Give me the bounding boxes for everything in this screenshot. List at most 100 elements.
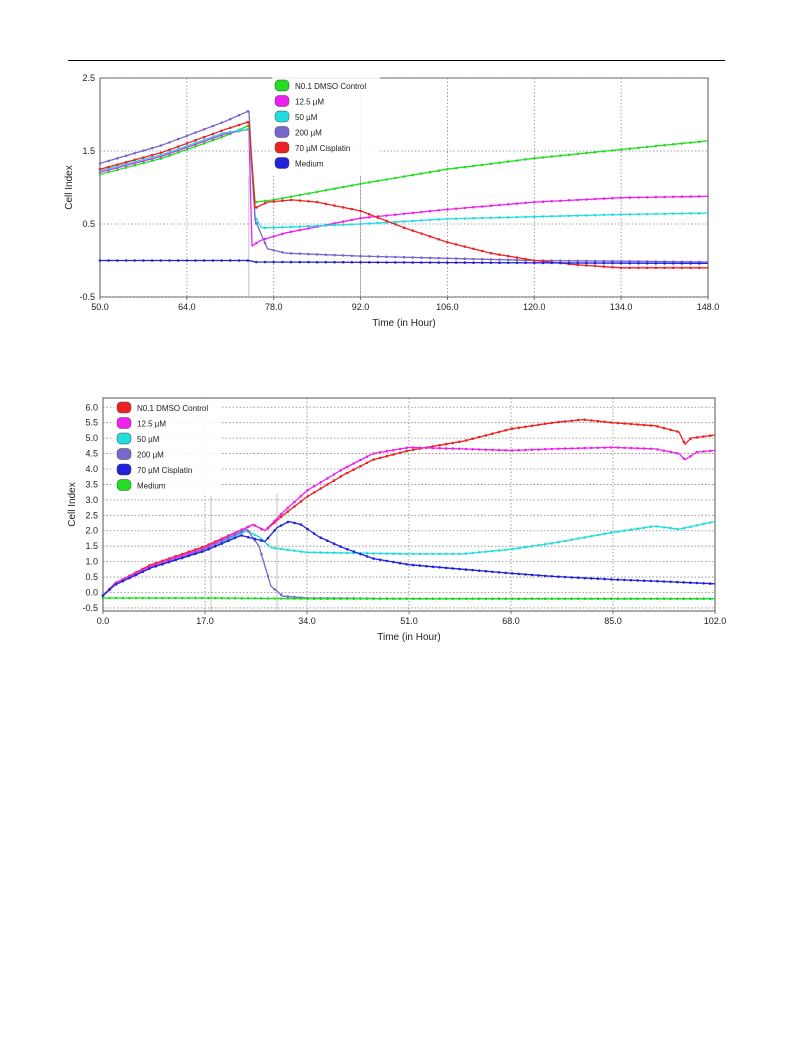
- x-tick-label: 34.0: [298, 616, 316, 626]
- data-point: [663, 262, 666, 265]
- data-point: [350, 254, 354, 258]
- data-point: [543, 542, 547, 546]
- data-point: [477, 551, 481, 554]
- data-point: [689, 266, 692, 270]
- data-point: [576, 263, 579, 267]
- data-point: [332, 551, 336, 555]
- data-point: [576, 418, 580, 422]
- data-point: [405, 446, 408, 450]
- data-point: [312, 485, 316, 488]
- data-point: [233, 596, 237, 600]
- data-point: [533, 261, 536, 265]
- data-point: [446, 261, 449, 264]
- data-point: [273, 529, 276, 532]
- data-point: [411, 563, 415, 567]
- data-point: [446, 217, 449, 221]
- data-point: [402, 255, 406, 259]
- x-tick-label: 64.0: [178, 302, 196, 312]
- data-point: [682, 457, 686, 460]
- data-point: [663, 143, 666, 147]
- data-point: [324, 189, 328, 192]
- data-point: [689, 581, 692, 584]
- data-point: [628, 213, 632, 216]
- data-point: [498, 203, 501, 207]
- data-point: [616, 421, 620, 425]
- data-point: [609, 578, 613, 581]
- data-point: [142, 149, 145, 152]
- data-point: [402, 175, 406, 178]
- data-point: [161, 596, 164, 600]
- data-point: [649, 525, 653, 528]
- data-point: [510, 572, 514, 575]
- data-point: [319, 481, 323, 484]
- y-tick-label: 3.5: [85, 479, 98, 489]
- data-point: [133, 164, 136, 167]
- data-point: [428, 170, 432, 174]
- data-point: [654, 212, 658, 216]
- data-point: [680, 262, 684, 265]
- data-point: [451, 447, 455, 450]
- data-point: [213, 596, 217, 600]
- data-point: [680, 142, 684, 145]
- data-point: [385, 178, 388, 181]
- data-point: [515, 258, 519, 262]
- data-point: [689, 525, 692, 529]
- data-point: [593, 213, 597, 217]
- data-point: [583, 576, 587, 580]
- legend-label: 50 µM: [295, 113, 318, 122]
- data-point: [133, 158, 136, 162]
- data-point: [654, 260, 658, 263]
- data-point: [385, 559, 389, 563]
- data-point: [524, 261, 527, 265]
- data-point: [333, 222, 336, 225]
- data-point: [306, 527, 309, 531]
- x-tick-label: 148.0: [697, 302, 720, 312]
- data-point: [654, 195, 658, 199]
- data-point: [200, 596, 204, 600]
- data-point: [339, 597, 342, 600]
- y-tick-label: 0.5: [82, 219, 95, 229]
- data-point: [411, 597, 415, 600]
- data-point: [611, 213, 614, 216]
- data-point: [616, 530, 620, 533]
- data-point: [372, 557, 375, 560]
- data-point: [392, 453, 395, 456]
- data-point: [543, 447, 547, 451]
- data-point: [682, 581, 686, 584]
- data-point: [517, 546, 521, 550]
- data-point: [585, 264, 588, 267]
- data-point: [585, 214, 588, 217]
- data-point: [472, 164, 475, 168]
- data-point: [559, 214, 562, 218]
- data-point: [411, 261, 415, 264]
- data-point: [246, 124, 249, 128]
- y-tick-label: 6.0: [85, 402, 98, 412]
- data-point: [603, 597, 606, 600]
- data-point: [142, 156, 145, 159]
- data-point: [669, 526, 672, 530]
- data-point: [497, 597, 501, 600]
- x-tick-label: 17.0: [196, 616, 214, 626]
- data-point: [392, 552, 395, 555]
- data-point: [286, 548, 290, 552]
- data-point: [141, 570, 144, 573]
- data-point: [567, 214, 571, 218]
- data-point: [312, 597, 316, 600]
- data-point: [237, 123, 241, 127]
- data-point: [489, 251, 493, 255]
- data-point: [689, 437, 692, 440]
- data-point: [541, 261, 545, 265]
- data-point: [524, 158, 527, 161]
- data-point: [101, 596, 105, 600]
- data-point: [498, 161, 501, 164]
- data-point: [202, 135, 206, 139]
- data-point: [637, 261, 640, 265]
- data-point: [352, 462, 356, 465]
- data-point: [524, 215, 527, 219]
- data-point: [402, 220, 406, 223]
- data-point: [273, 597, 276, 600]
- data-point: [464, 439, 468, 442]
- data-point: [498, 258, 501, 261]
- data-point: [350, 261, 354, 264]
- data-point: [315, 224, 319, 228]
